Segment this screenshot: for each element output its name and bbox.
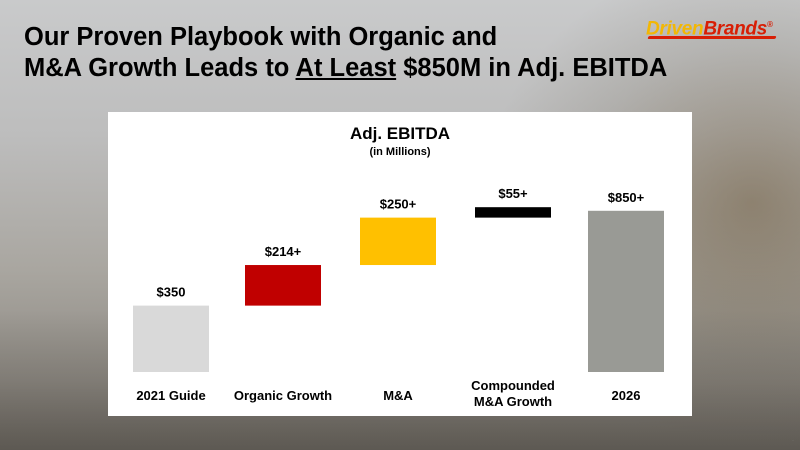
data-label-organic-growth: $214+	[265, 244, 302, 259]
title-line-2-pre: M&A Growth Leads to	[24, 54, 296, 82]
slide-title: Our Proven Playbook with Organic and M&A…	[24, 22, 784, 84]
chart-card: Adj. EBITDA (in Millions) $350 $214+ $250+…	[108, 112, 692, 416]
bar-organic-growth	[245, 265, 321, 306]
driven-brands-logo: DrivenBrands®	[646, 14, 786, 44]
category-labels-group: 2021 Guide Organic Growth M&A Compounded M&A…	[136, 378, 640, 409]
title-line-2-post: $850M in Adj. EBITDA	[396, 54, 668, 82]
bar-compounded-m-a-growth	[475, 207, 551, 218]
logo-registered-mark: ®	[767, 20, 773, 29]
chart-subtitle: (in Millions)	[369, 146, 430, 158]
category-label-compounded-m-a-growth: Compounded M&A Growth	[471, 378, 555, 409]
title-line-2-emphasis: At Least	[295, 54, 397, 82]
waterfall-chart: Adj. EBITDA (in Millions) $350 $214+ $250+…	[133, 124, 664, 409]
title-line-1: Our Proven Playbook with Organic and	[24, 23, 498, 51]
bar-m-a	[360, 217, 436, 266]
bars-group	[133, 207, 664, 372]
bar-2026	[588, 210, 664, 372]
category-label-organic-growth: Organic Growth	[234, 388, 332, 403]
page-marker: ·	[792, 438, 794, 444]
category-label-m-a: M&A	[383, 388, 413, 403]
data-label-2021-guide: $350	[157, 285, 186, 300]
logo-word-driven: Driven	[646, 18, 704, 40]
bar-2021-guide	[133, 305, 209, 372]
category-label-2026: 2026	[612, 388, 641, 403]
logo-word-brands: Brands	[703, 18, 768, 40]
logo-swoosh	[647, 36, 777, 39]
data-label-2026: $850+	[608, 190, 645, 205]
data-labels-group: $350 $214+ $250+ $55+ $850+	[157, 186, 645, 299]
data-label-compounded-m-a-growth: $55+	[498, 186, 528, 201]
category-label-2021-guide: 2021 Guide	[136, 388, 205, 403]
data-label-m-a: $250+	[380, 197, 417, 212]
logo-wordmark: DrivenBrands®	[646, 14, 773, 40]
chart-title: Adj. EBITDA	[350, 124, 450, 143]
